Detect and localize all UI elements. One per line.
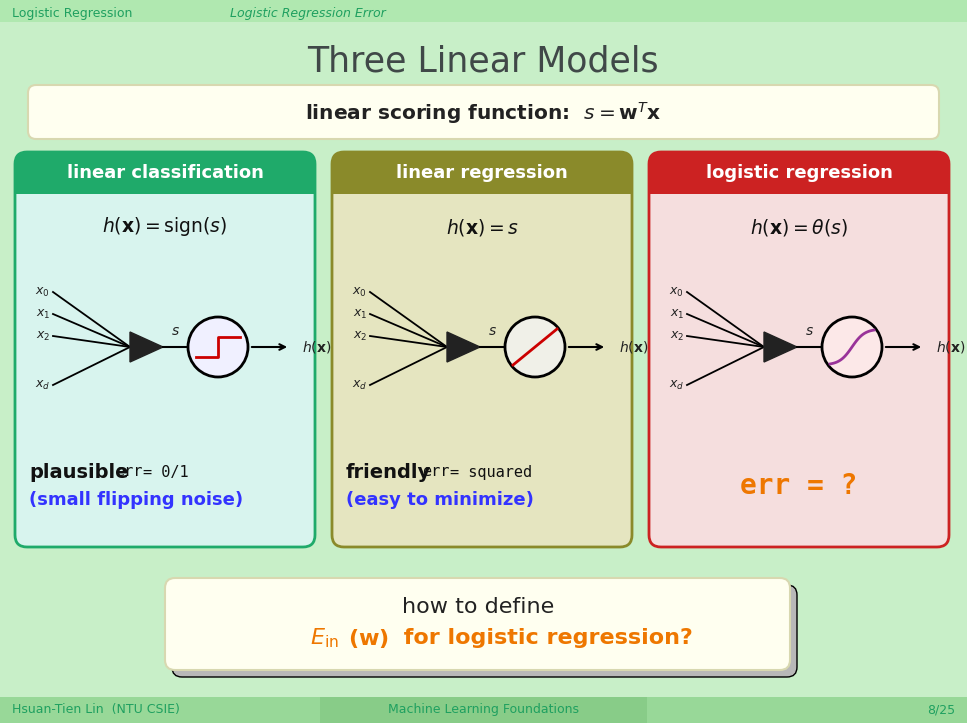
Text: $s$: $s$: [488, 324, 497, 338]
Text: plausible: plausible: [29, 463, 129, 482]
Text: $x_d$: $x_d$: [669, 378, 684, 392]
Polygon shape: [447, 332, 480, 362]
Text: friendly: friendly: [346, 463, 431, 482]
FancyBboxPatch shape: [649, 152, 949, 192]
Text: $x_d$: $x_d$: [35, 378, 50, 392]
Text: $s$: $s$: [806, 324, 814, 338]
FancyBboxPatch shape: [332, 152, 632, 547]
Circle shape: [188, 317, 248, 377]
Text: $x_1$: $x_1$: [669, 307, 684, 320]
Text: linear scoring function:  $s = \mathbf{w}^T\mathbf{x}$: linear scoring function: $s = \mathbf{w}…: [305, 100, 661, 126]
Text: $x_d$: $x_d$: [352, 378, 367, 392]
Bar: [0, 0, 967, 22]
Text: $x_2$: $x_2$: [353, 330, 367, 343]
Text: for logistic regression?: for logistic regression?: [396, 628, 693, 648]
Text: $x_0$: $x_0$: [35, 286, 50, 299]
Text: $h(\mathbf{x})$: $h(\mathbf{x})$: [619, 339, 648, 355]
Bar: [332, 172, 632, 194]
Text: Machine Learning Foundations: Machine Learning Foundations: [388, 703, 578, 716]
FancyBboxPatch shape: [332, 152, 632, 192]
Bar: [649, 172, 949, 194]
Text: $x_0$: $x_0$: [669, 286, 684, 299]
Polygon shape: [130, 332, 163, 362]
Text: $\mathbf{(w)}$: $\mathbf{(w)}$: [348, 627, 389, 649]
FancyBboxPatch shape: [165, 578, 790, 670]
Text: $h(\mathbf{x}) = s$: $h(\mathbf{x}) = s$: [446, 216, 518, 237]
Bar: [0, 697, 967, 723]
Text: $E_{\mathrm{in}}$: $E_{\mathrm{in}}$: [310, 626, 338, 650]
Circle shape: [822, 317, 882, 377]
Text: err: err: [115, 464, 142, 479]
Text: $h(\mathbf{x}) = \theta(s)$: $h(\mathbf{x}) = \theta(s)$: [750, 216, 848, 237]
Text: $h(\mathbf{x}) = \mathrm{sign}(s)$: $h(\mathbf{x}) = \mathrm{sign}(s)$: [103, 215, 227, 239]
Text: linear classification: linear classification: [67, 164, 263, 182]
Text: = squared: = squared: [450, 464, 532, 479]
Text: Three Linear Models: Three Linear Models: [308, 45, 659, 79]
Text: $s$: $s$: [171, 324, 180, 338]
Text: (small flipping noise): (small flipping noise): [29, 491, 243, 509]
Text: err = ?: err = ?: [741, 472, 858, 500]
Text: = 0/1: = 0/1: [143, 464, 189, 479]
Text: err: err: [422, 464, 450, 479]
Text: $h(\mathbf{x})$: $h(\mathbf{x})$: [936, 339, 965, 355]
Text: logistic regression: logistic regression: [706, 164, 893, 182]
Text: $h(\mathbf{x})$: $h(\mathbf{x})$: [302, 339, 332, 355]
Text: $x_2$: $x_2$: [36, 330, 50, 343]
Text: linear regression: linear regression: [396, 164, 568, 182]
Text: $x_1$: $x_1$: [36, 307, 50, 320]
Bar: [320, 697, 647, 723]
Text: $x_0$: $x_0$: [352, 286, 367, 299]
FancyBboxPatch shape: [649, 152, 949, 547]
Text: Hsuan-Tien Lin  (NTU CSIE): Hsuan-Tien Lin (NTU CSIE): [12, 703, 180, 716]
Bar: [15, 172, 315, 194]
FancyBboxPatch shape: [172, 585, 797, 677]
FancyBboxPatch shape: [28, 85, 939, 139]
Circle shape: [505, 317, 565, 377]
FancyBboxPatch shape: [15, 152, 315, 192]
Text: 8/25: 8/25: [927, 703, 955, 716]
FancyBboxPatch shape: [15, 152, 315, 547]
Text: Logistic Regression Error: Logistic Regression Error: [230, 7, 386, 20]
Text: how to define: how to define: [402, 597, 554, 617]
Text: Logistic Regression: Logistic Regression: [12, 7, 132, 20]
Text: (easy to minimize): (easy to minimize): [346, 491, 534, 509]
Text: $x_2$: $x_2$: [670, 330, 684, 343]
Text: $x_1$: $x_1$: [353, 307, 367, 320]
Polygon shape: [764, 332, 797, 362]
